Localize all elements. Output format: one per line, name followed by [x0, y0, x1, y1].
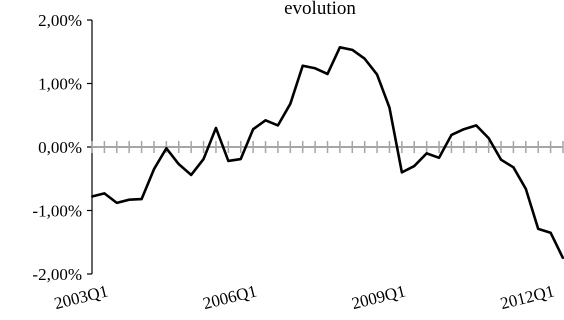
y-axis-ticks: -2,00% -1,00% 0,00% 1,00% 2,00%: [32, 11, 92, 284]
series-group: [91, 46, 564, 260]
x-tick-label: 2009Q1: [350, 281, 408, 313]
data-point: [301, 64, 304, 67]
data-point: [264, 119, 267, 122]
data-point: [388, 106, 391, 109]
data-point: [524, 187, 527, 190]
chart-title: evolution: [284, 0, 356, 19]
data-point: [475, 124, 478, 127]
data-point: [239, 158, 242, 161]
data-point: [413, 165, 416, 168]
data-point: [314, 67, 317, 70]
data-point: [500, 158, 503, 161]
data-point: [400, 171, 403, 174]
x-tick-label: 2006Q1: [201, 281, 259, 313]
x-tick-label: 2003Q1: [52, 281, 110, 313]
data-point: [103, 192, 106, 195]
data-point: [165, 147, 168, 150]
y-tick-label: 2,00%: [38, 11, 82, 30]
data-point: [252, 128, 255, 131]
data-point: [177, 163, 180, 166]
data-point: [487, 137, 490, 140]
data-point: [128, 198, 131, 201]
data-point: [537, 227, 540, 230]
data-point: [512, 166, 515, 169]
data-point: [202, 158, 205, 161]
data-point: [438, 156, 441, 159]
y-tick-label: 1,00%: [38, 75, 82, 94]
y-tick-label: 0,00%: [38, 138, 82, 157]
data-point: [227, 159, 230, 162]
data-point: [338, 46, 341, 49]
data-point: [214, 126, 217, 129]
data-point: [363, 57, 366, 60]
data-point: [140, 198, 143, 201]
data-point: [549, 231, 552, 234]
x-axis-labels: 2003Q1 2006Q1 2009Q1 2012Q1: [52, 281, 556, 313]
data-point: [326, 72, 329, 75]
data-point: [376, 73, 379, 76]
data-point: [462, 128, 465, 131]
data-point: [450, 133, 453, 136]
data-point: [190, 173, 193, 176]
y-tick-label: -2,00%: [32, 265, 82, 284]
data-point: [115, 201, 118, 204]
data-point: [276, 124, 279, 127]
zero-axis: [91, 141, 564, 153]
y-tick-label: -1,00%: [32, 202, 82, 221]
x-tick-label: 2012Q1: [498, 281, 556, 313]
data-point: [351, 48, 354, 51]
data-point: [289, 102, 292, 105]
data-point: [91, 195, 93, 198]
data-point: [425, 152, 428, 155]
data-point: [152, 168, 155, 171]
